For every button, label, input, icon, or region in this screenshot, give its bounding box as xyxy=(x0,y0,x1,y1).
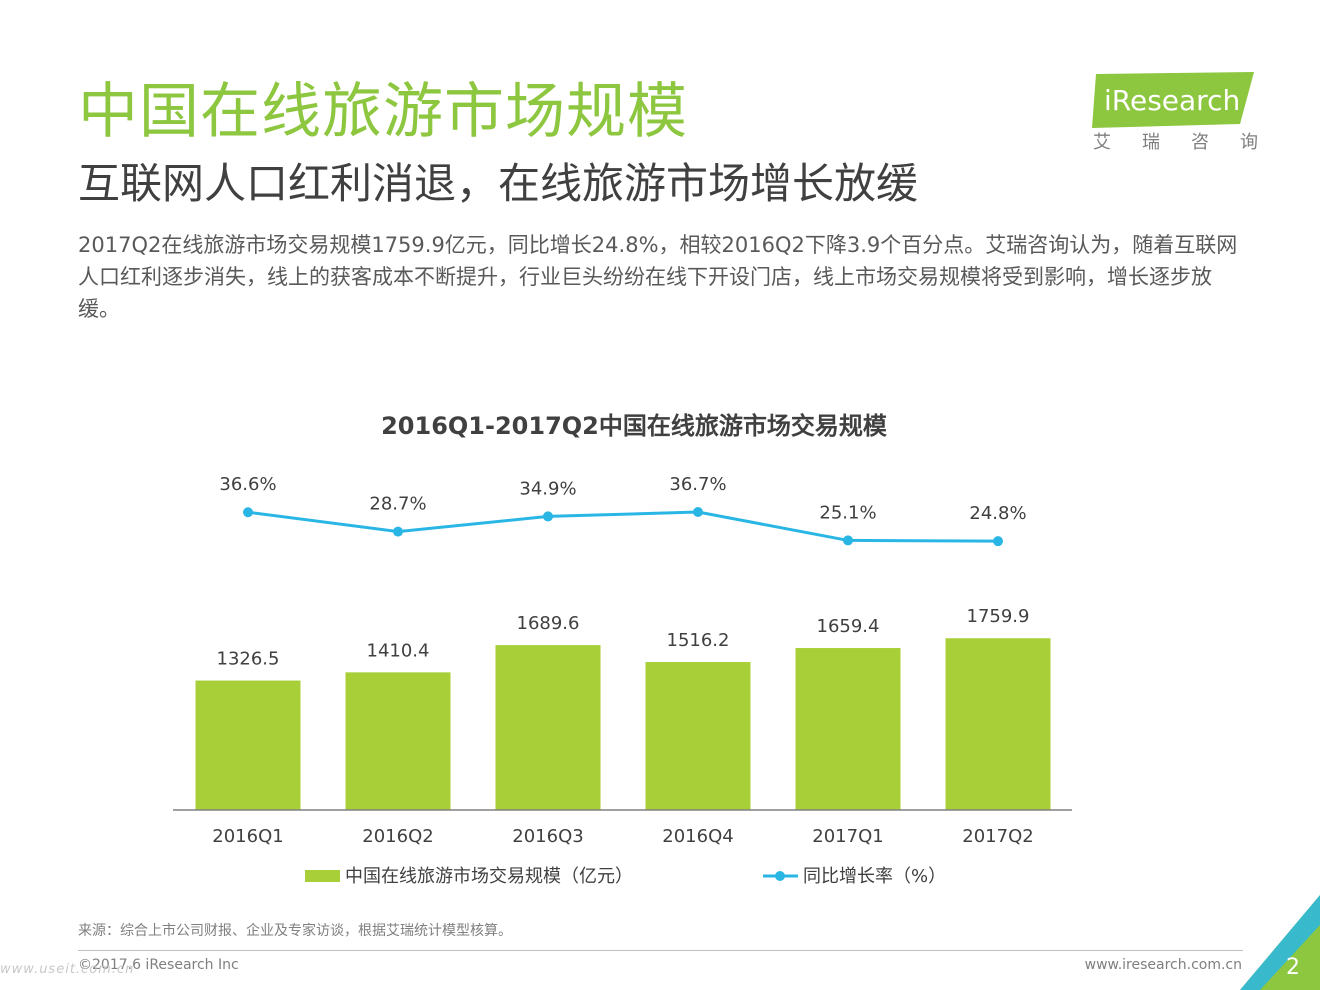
growth-label: 28.7% xyxy=(369,494,426,515)
growth-point xyxy=(843,535,853,546)
bar-value-label: 1689.6 xyxy=(517,613,580,634)
page-subtitle: 互联网人口红利消退，在线旅游市场增长放缓 xyxy=(78,159,919,208)
bar-2017Q2 xyxy=(945,638,1051,810)
bar-value-label: 1659.4 xyxy=(817,616,880,637)
watermark: www.useit.com.cn xyxy=(0,962,135,977)
growth-point xyxy=(243,507,253,518)
x-tick-label: 2017Q1 xyxy=(812,826,883,847)
bar-2016Q4 xyxy=(645,662,751,810)
growth-label: 36.7% xyxy=(669,474,726,495)
iresearch-logo: iResearch xyxy=(1092,72,1254,128)
growth-label: 34.9% xyxy=(519,478,576,499)
logo-char: 瑞 xyxy=(1142,132,1160,153)
bar-2016Q3 xyxy=(495,645,601,810)
logo-chinese-name: 艾 瑞 咨 询 xyxy=(1093,128,1258,154)
growth-label: 36.6% xyxy=(219,474,276,495)
x-tick-label: 2016Q2 xyxy=(362,826,433,847)
footer-divider xyxy=(78,950,1243,951)
copyright: ©2017.6 iResearch Inc xyxy=(78,957,239,973)
bar-value-label: 1410.4 xyxy=(367,640,430,661)
growth-point xyxy=(993,536,1003,547)
legend-line-label: 同比增长率（%） xyxy=(803,866,946,887)
summary-paragraph: 2017Q2在线旅游市场交易规模1759.9亿元，同比增长24.8%，相较201… xyxy=(78,233,1238,321)
bar-2016Q2 xyxy=(345,672,451,810)
logo-char: 询 xyxy=(1240,132,1258,153)
page-number: 2 xyxy=(1286,955,1300,980)
growth-label: 25.1% xyxy=(819,502,876,523)
growth-label: 24.8% xyxy=(969,503,1026,524)
x-tick-label: 2016Q3 xyxy=(512,826,583,847)
bar-value-label: 1326.5 xyxy=(217,649,280,670)
bar-value-label: 1516.2 xyxy=(667,630,730,651)
page-title: 中国在线旅游市场规模 xyxy=(78,77,688,147)
growth-point xyxy=(693,507,703,517)
growth-point xyxy=(393,526,403,537)
bar-2016Q1 xyxy=(195,680,301,810)
legend-line-marker xyxy=(775,871,785,881)
legend-bar-label: 中国在线旅游市场交易规模（亿元） xyxy=(345,866,633,887)
x-tick-label: 2016Q1 xyxy=(212,826,283,847)
x-tick-label: 2016Q4 xyxy=(662,826,733,847)
logo-wordmark: iResearch xyxy=(1104,84,1240,117)
chart-title: 2016Q1-2017Q2中国在线旅游市场交易规模 xyxy=(381,412,888,440)
logo-banner-shape xyxy=(1092,72,1254,128)
logo-char: 艾 xyxy=(1093,132,1111,153)
logo-char: 咨 xyxy=(1191,132,1209,153)
source-note: 来源：综合上市公司财报、企业及专家访谈，根据艾瑞统计模型核算。 xyxy=(78,923,512,939)
market-size-chart: 2016Q1-2017Q2中国在线旅游市场交易规模 1326.5 2016Q1 141… xyxy=(173,412,1072,887)
corner-decoration xyxy=(1240,895,1320,990)
legend-bar-swatch xyxy=(305,870,340,882)
bar-value-label: 1759.9 xyxy=(967,606,1030,627)
bar-2017Q1 xyxy=(795,648,901,810)
growth-point xyxy=(543,511,553,522)
website-link[interactable]: www.iresearch.com.cn xyxy=(1084,957,1242,973)
x-tick-label: 2017Q2 xyxy=(962,826,1033,847)
growth-rate-line xyxy=(247,510,999,543)
